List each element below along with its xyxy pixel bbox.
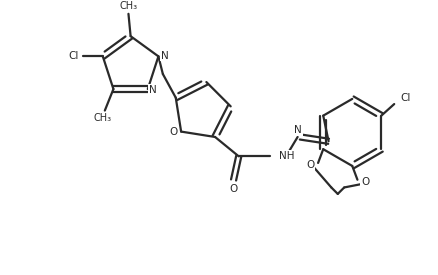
Text: CH₃: CH₃ <box>120 1 138 11</box>
Text: N: N <box>161 51 169 60</box>
Text: N: N <box>149 85 157 95</box>
Text: Cl: Cl <box>68 51 78 61</box>
Text: N: N <box>294 125 302 135</box>
Text: O: O <box>169 127 177 138</box>
Text: O: O <box>361 177 369 187</box>
Text: NH: NH <box>279 151 295 161</box>
Text: O: O <box>229 184 237 194</box>
Text: Cl: Cl <box>401 93 411 103</box>
Text: O: O <box>306 160 314 170</box>
Text: CH₃: CH₃ <box>94 113 112 123</box>
